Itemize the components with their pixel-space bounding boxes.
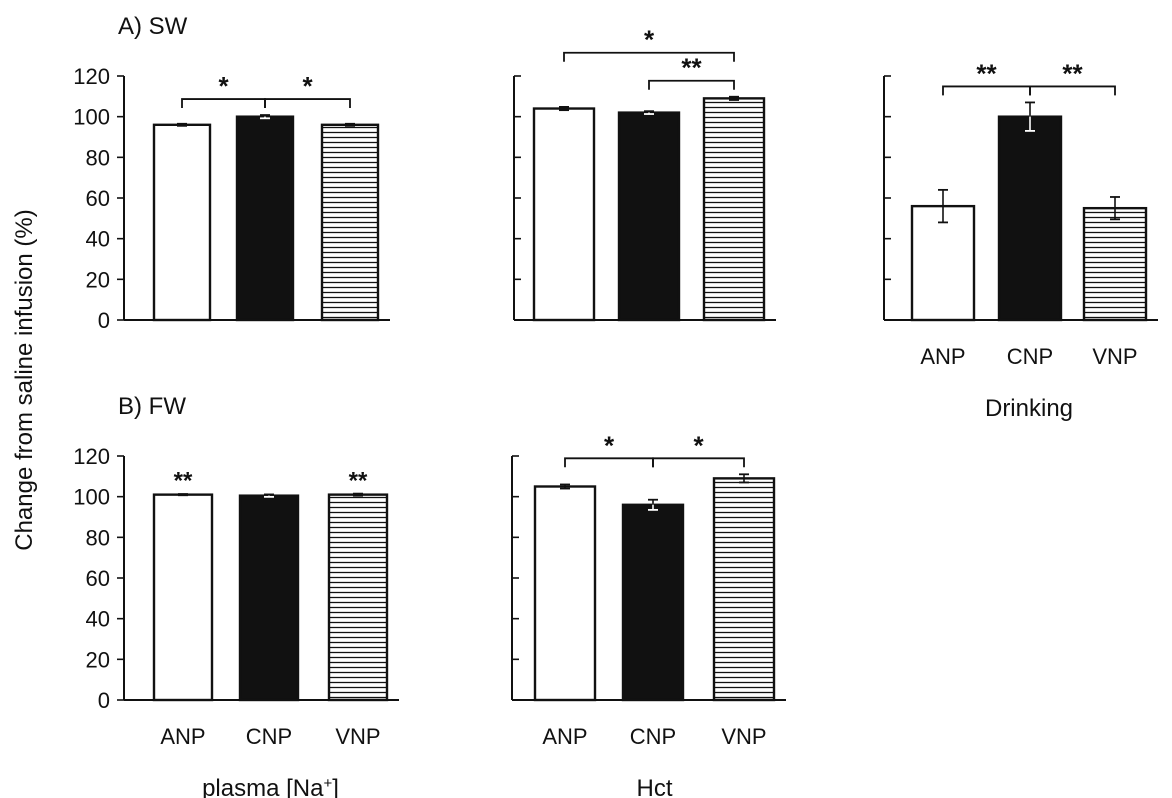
panel-fw-plasma-na: 0 20 40 60 80 100 120 ** ANP CNP ** VNP plasma [Na+]	[73, 444, 399, 798]
bar-vnp	[702, 97, 766, 322]
y-axis-label: Change from saline infusion (%)	[11, 209, 38, 551]
x-axis-label-suffix: ]	[332, 775, 339, 798]
significance-label: **	[1062, 58, 1083, 88]
y-tick-label: 20	[86, 647, 110, 672]
significance-bracket	[563, 51, 735, 62]
bar-cnp	[238, 494, 300, 702]
bar-vnp	[1082, 206, 1148, 322]
x-tick-label: VNP	[721, 724, 766, 749]
bar-significance-label: **	[349, 468, 368, 495]
x-axis-label: Drinking	[985, 395, 1073, 422]
significance-label: *	[644, 25, 655, 55]
bar-vnp	[327, 493, 389, 702]
y-tick-label: 60	[86, 566, 110, 591]
bar-anp	[532, 107, 596, 322]
y-tick-label: 100	[73, 485, 110, 510]
bar-significance-label: **	[174, 468, 193, 495]
significance-bracket	[648, 79, 735, 90]
x-tick-label: CNP	[1007, 344, 1053, 369]
bar-cnp	[617, 111, 681, 322]
x-tick-label: VNP	[1092, 344, 1137, 369]
y-tick-label: 0	[98, 308, 110, 333]
bar-anp	[533, 485, 597, 702]
y-tick-label: 60	[86, 186, 110, 211]
row-label-a: A) SW	[118, 13, 188, 40]
panel-sw-plasma-na: 0 20 40 60 80 100 120 * *	[73, 64, 390, 333]
x-tick-label: CNP	[246, 724, 292, 749]
panel-fw-hct: ANP CNP VNP * * Hct	[511, 430, 786, 798]
bar-cnp	[997, 115, 1063, 322]
y-tick-label: 20	[86, 267, 110, 292]
y-tick-label: 120	[73, 444, 110, 469]
significance-label: *	[693, 430, 704, 460]
x-axis-label: plasma [Na+]	[202, 775, 339, 798]
x-axis-label: Hct	[637, 775, 673, 798]
bar-anp	[152, 493, 214, 702]
x-tick-label: CNP	[630, 724, 676, 749]
y-tick-label: 100	[73, 105, 110, 130]
y-tick-label: 40	[86, 227, 110, 252]
bar-anp	[152, 123, 212, 322]
bar-anp	[910, 204, 976, 322]
significance-bracket	[264, 98, 351, 109]
x-tick-label: ANP	[920, 344, 965, 369]
x-tick-label: ANP	[542, 724, 587, 749]
bar-vnp	[712, 477, 776, 702]
x-tick-label: ANP	[160, 724, 205, 749]
y-tick-label: 40	[86, 607, 110, 632]
significance-label: *	[218, 71, 229, 101]
x-tick-label: VNP	[335, 724, 380, 749]
y-tick-label: 120	[73, 64, 110, 89]
significance-bracket	[652, 457, 745, 468]
bar-vnp	[320, 123, 380, 322]
bar-cnp	[235, 115, 295, 322]
significance-label: *	[604, 430, 615, 460]
y-tick-label: 0	[98, 688, 110, 713]
panel-sw-drinking: ANP CNP VNP ** ** Drinking	[883, 58, 1158, 422]
significance-label: **	[681, 53, 702, 83]
panel-sw-hct: ***	[513, 25, 776, 322]
bar-cnp	[621, 503, 685, 702]
y-tick-label: 80	[86, 145, 110, 170]
significance-label: **	[976, 58, 997, 88]
y-tick-label: 80	[86, 525, 110, 550]
significance-bracket	[1029, 85, 1116, 96]
x-axis-label-superscript: +	[323, 775, 332, 792]
row-label-b: B) FW	[118, 393, 186, 420]
significance-label: *	[302, 71, 313, 101]
